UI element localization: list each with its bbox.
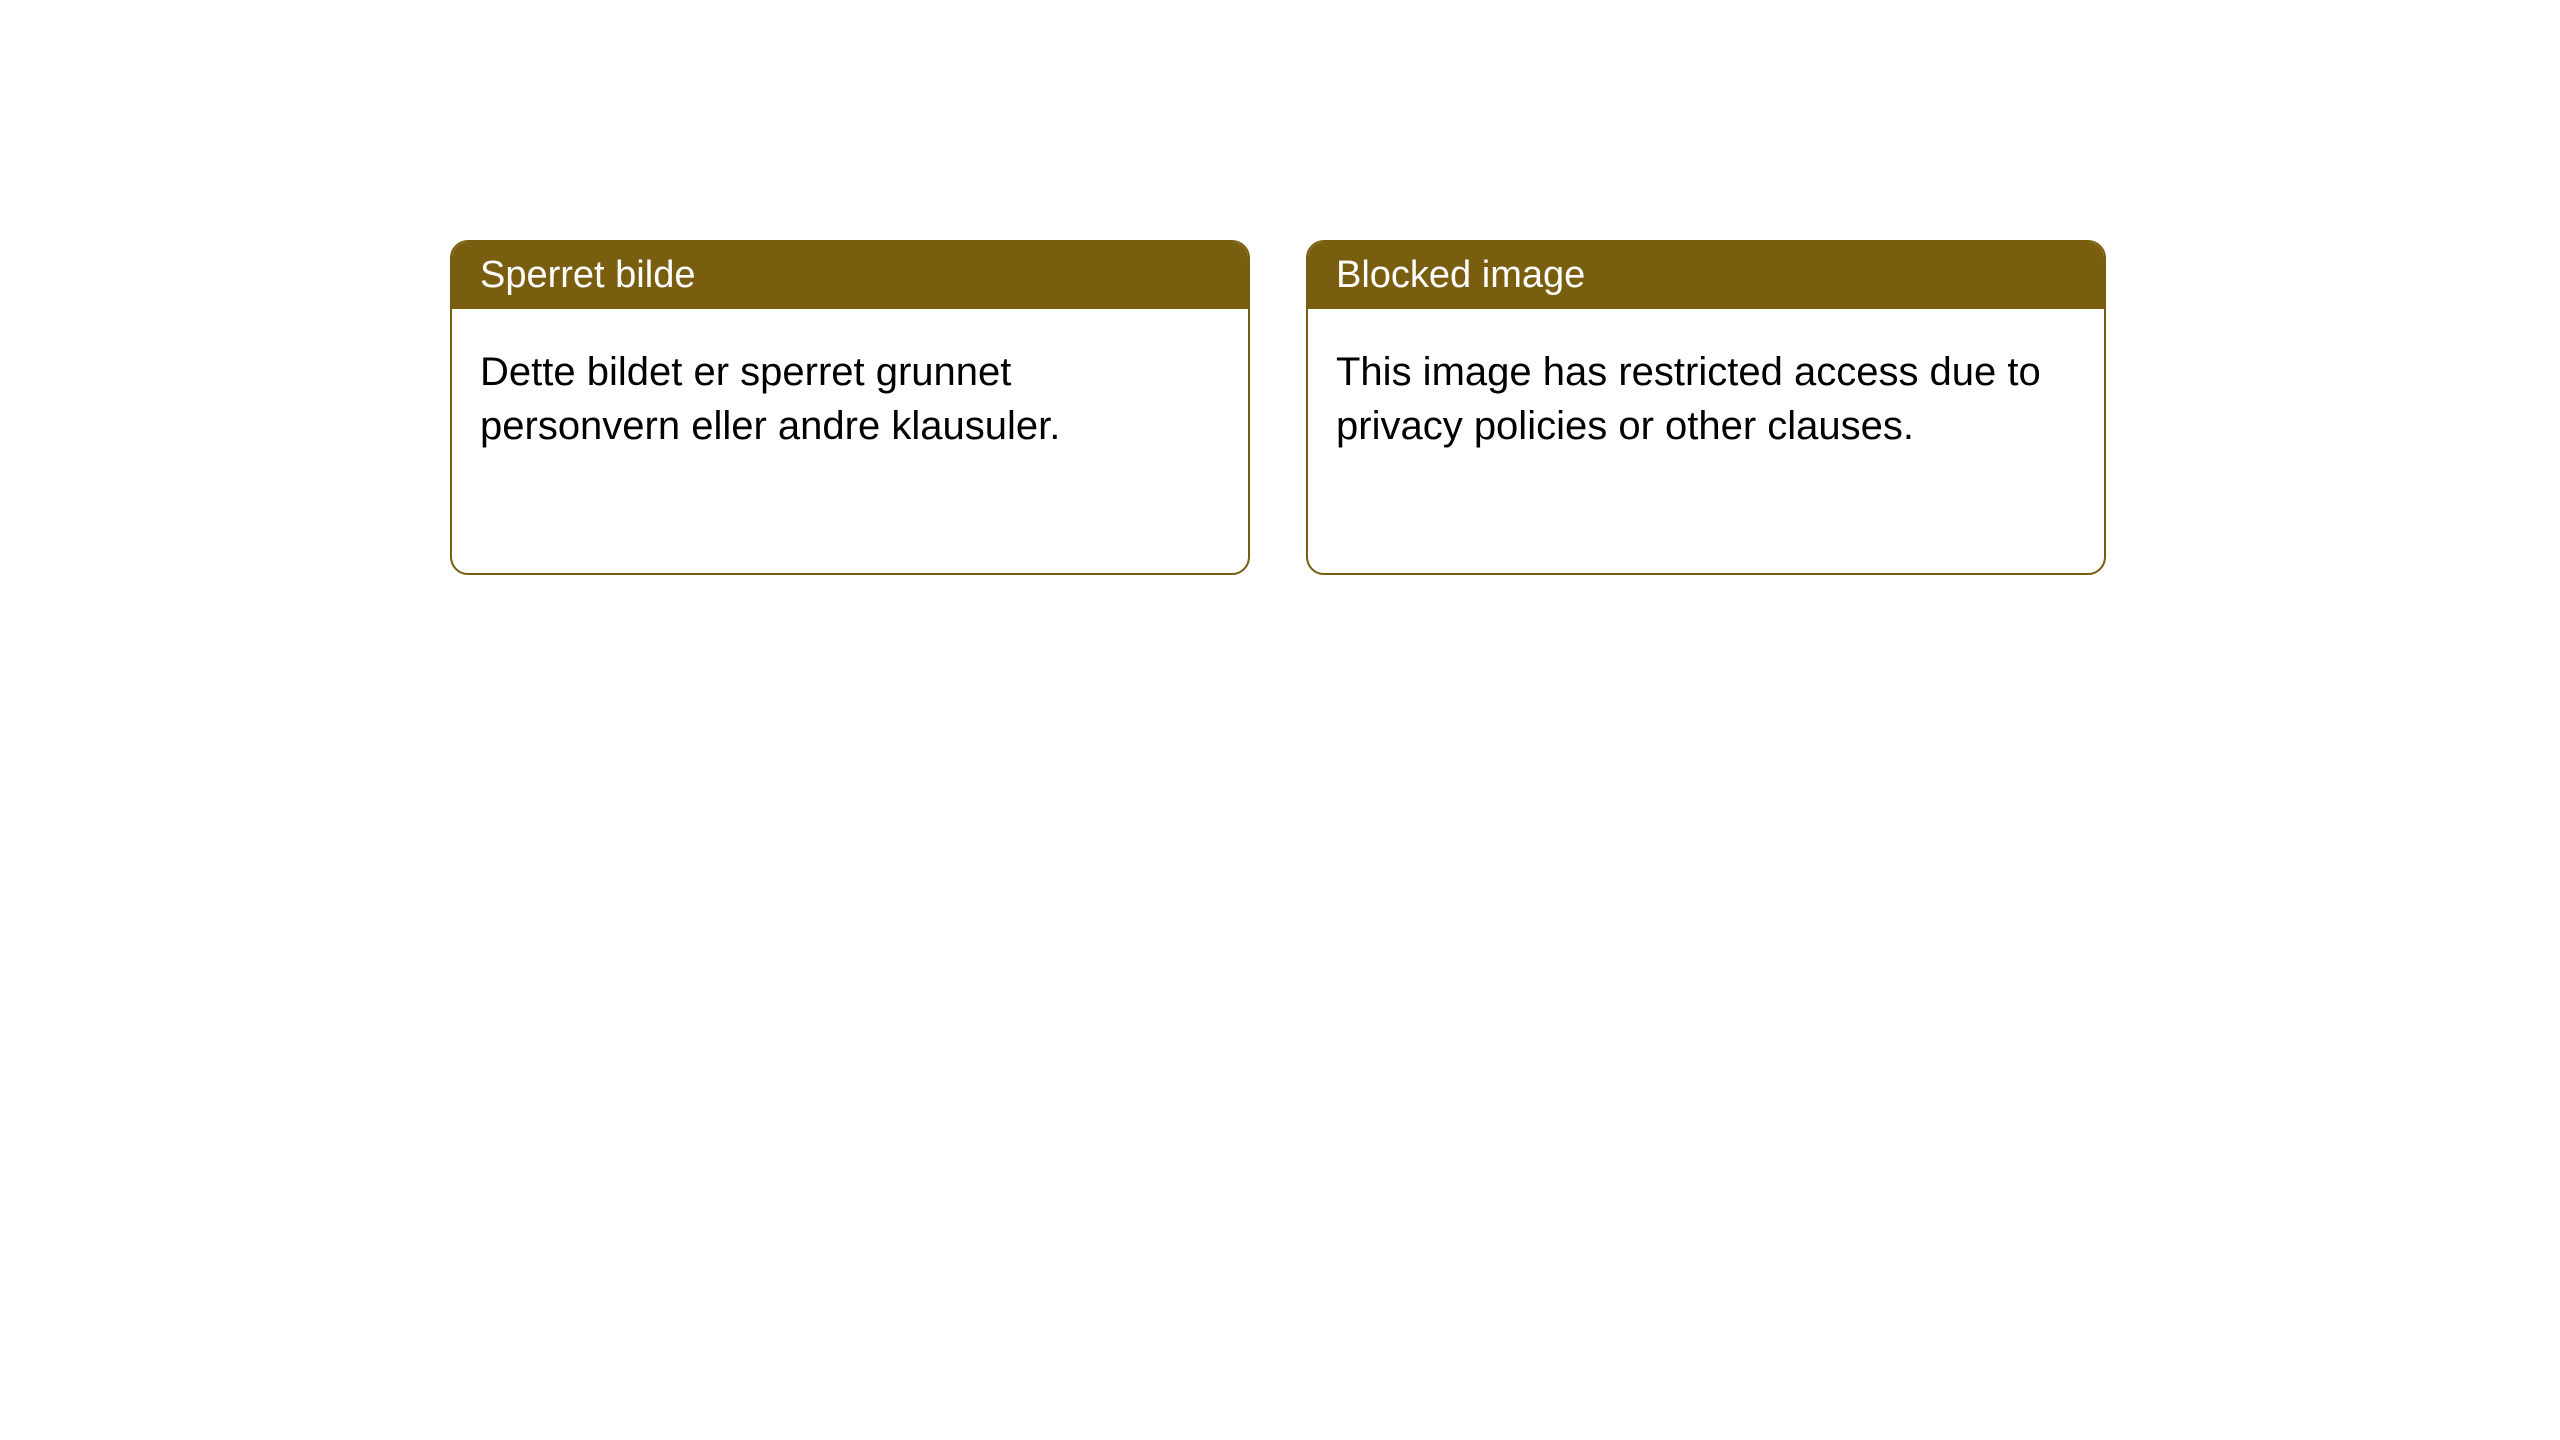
notice-card-english: Blocked image This image has restricted … [1306, 240, 2106, 575]
card-header: Blocked image [1308, 242, 2104, 309]
card-header: Sperret bilde [452, 242, 1248, 309]
card-body: This image has restricted access due to … [1308, 309, 2104, 489]
card-message: This image has restricted access due to … [1336, 350, 2041, 448]
card-title: Blocked image [1336, 254, 1585, 296]
card-body: Dette bildet er sperret grunnet personve… [452, 309, 1248, 489]
card-message: Dette bildet er sperret grunnet personve… [480, 350, 1060, 448]
notice-card-norwegian: Sperret bilde Dette bildet er sperret gr… [450, 240, 1250, 575]
card-title: Sperret bilde [480, 254, 695, 296]
notice-cards-container: Sperret bilde Dette bildet er sperret gr… [450, 240, 2560, 575]
